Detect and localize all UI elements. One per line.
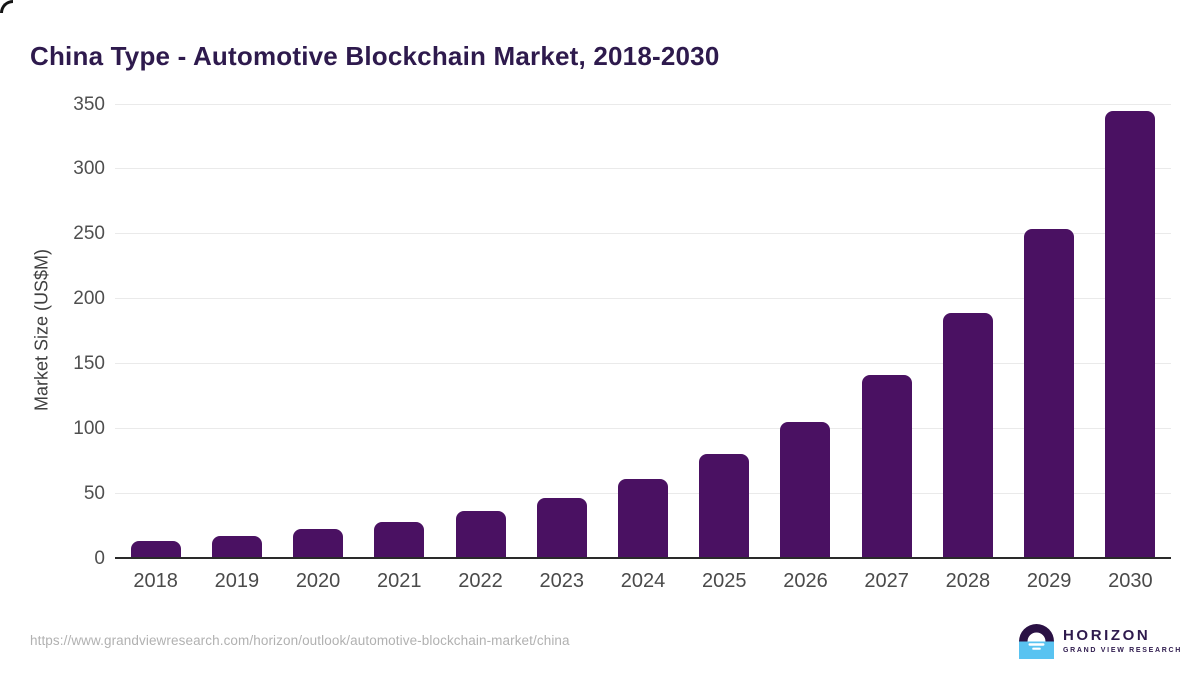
y-tick-label: 150: [73, 352, 105, 374]
chart-title: China Type - Automotive Blockchain Marke…: [30, 41, 720, 72]
bar-2018[interactable]: [130, 541, 181, 558]
window-corner-artifact: [0, 0, 13, 13]
y-tick-label: 100: [73, 417, 105, 439]
source-url: https://www.grandviewresearch.com/horizo…: [30, 633, 570, 648]
gridline-250: [115, 233, 1171, 235]
x-tick-label-2018: 2018: [133, 570, 178, 592]
x-tick-label-2029: 2029: [1026, 570, 1072, 592]
bar-2023[interactable]: [536, 498, 587, 558]
y-tick-label: 350: [73, 93, 105, 115]
bar-2026[interactable]: [780, 421, 831, 558]
gridline-150: [115, 362, 1171, 364]
y-tick-label: 300: [73, 158, 105, 180]
bar-2021[interactable]: [374, 521, 425, 558]
x-tick-label-2020: 2020: [295, 570, 341, 592]
x-tick-label-2024: 2024: [620, 570, 666, 592]
y-axis-title: Market Size (US$M): [31, 248, 52, 412]
y-tick-label: 0: [94, 547, 105, 569]
gridline-100: [115, 427, 1171, 429]
bar-2020[interactable]: [293, 529, 344, 558]
y-tick-label: 250: [73, 223, 105, 245]
logo-subtitle: GRAND VIEW RESEARCH: [1063, 647, 1183, 654]
bar-2019[interactable]: [211, 535, 262, 558]
logo-text-block: HORIZON GRAND VIEW RESEARCH: [1063, 628, 1182, 655]
bar-2028[interactable]: [942, 312, 993, 558]
horizon-sun-icon: [1019, 624, 1054, 659]
x-tick-label-2027: 2027: [864, 570, 909, 592]
x-axis-line: [115, 557, 1171, 559]
gridline-350: [115, 103, 1171, 105]
y-tick-label: 50: [83, 482, 105, 504]
horizon-logo: HORIZON GRAND VIEW RESEARCH: [1019, 624, 1182, 659]
x-tick-label-2023: 2023: [539, 570, 585, 592]
x-tick-label-2026: 2026: [783, 570, 828, 592]
bar-2022[interactable]: [455, 511, 506, 558]
bar-2027[interactable]: [861, 375, 912, 558]
bar-2029[interactable]: [1024, 228, 1075, 558]
x-tick-label-2028: 2028: [945, 570, 991, 592]
plot-area: 0 50 100 150 200 250 300 350 2018 2019 2020 2021 20…: [73, 95, 1171, 592]
x-tick-label-2019: 2019: [214, 570, 260, 592]
x-tick-label-2022: 2022: [458, 570, 503, 592]
gridline-300: [115, 168, 1171, 170]
gridline-200: [115, 298, 1171, 300]
logo-name: HORIZON: [1063, 627, 1151, 644]
bar-2024[interactable]: [618, 478, 668, 558]
x-tick-label-2025: 2025: [701, 570, 747, 592]
bar-2030[interactable]: [1105, 110, 1156, 558]
x-tick-label-2030: 2030: [1108, 570, 1153, 592]
x-tick-label-2021: 2021: [377, 570, 422, 592]
bar-2025[interactable]: [699, 454, 750, 558]
y-tick-label: 200: [73, 288, 105, 310]
